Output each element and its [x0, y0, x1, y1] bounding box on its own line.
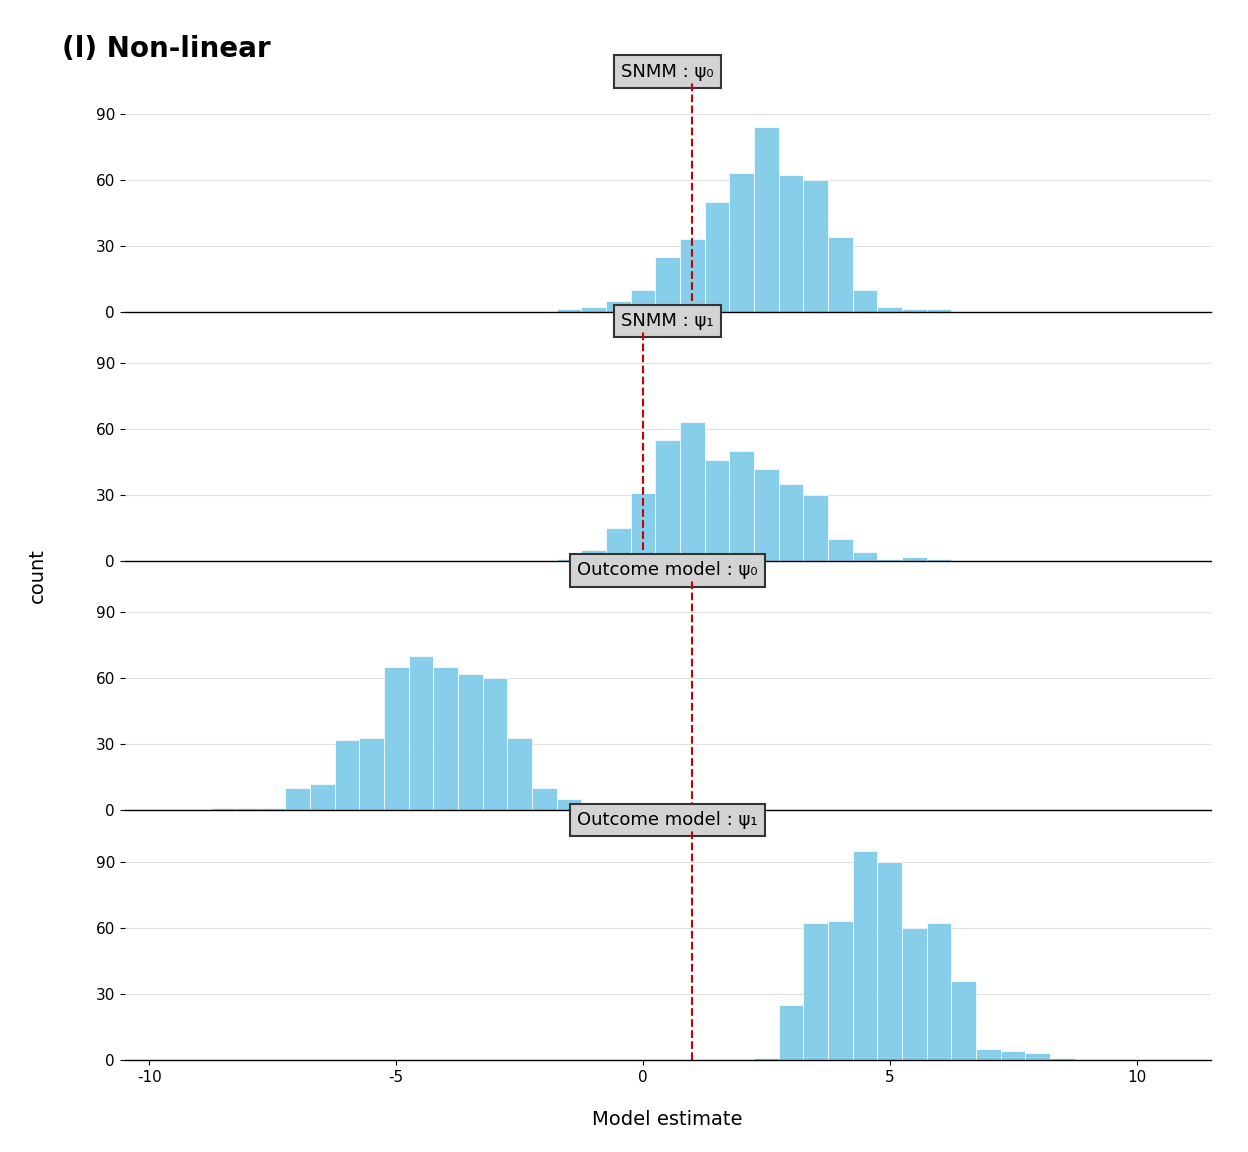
Bar: [557, 310, 582, 311]
Bar: [211, 809, 236, 810]
Bar: [286, 788, 310, 810]
Bar: [334, 740, 359, 810]
Bar: [630, 289, 655, 311]
Text: count: count: [27, 548, 47, 604]
Bar: [582, 550, 607, 561]
Bar: [680, 423, 705, 561]
Bar: [1050, 1058, 1075, 1060]
Bar: [927, 559, 951, 561]
Bar: [408, 657, 433, 810]
Bar: [779, 1005, 804, 1060]
Bar: [1001, 1051, 1026, 1060]
Bar: [359, 737, 384, 810]
Bar: [607, 301, 630, 311]
Bar: [779, 484, 804, 561]
Text: Model estimate: Model estimate: [593, 1111, 743, 1129]
Bar: [582, 308, 607, 311]
Bar: [705, 202, 729, 311]
Title: SNMM : ψ₀: SNMM : ψ₀: [622, 62, 714, 81]
Bar: [1026, 1053, 1050, 1060]
Title: SNMM : ψ₁: SNMM : ψ₁: [622, 312, 714, 331]
Bar: [680, 238, 705, 311]
Bar: [829, 539, 852, 561]
Bar: [433, 667, 458, 810]
Bar: [754, 127, 779, 311]
Bar: [557, 799, 582, 810]
Bar: [902, 927, 927, 1060]
Bar: [582, 809, 607, 810]
Bar: [532, 788, 557, 810]
Bar: [754, 469, 779, 561]
Bar: [236, 809, 261, 810]
Bar: [458, 674, 483, 810]
Title: Outcome model : ψ₀: Outcome model : ψ₀: [578, 561, 758, 579]
Bar: [877, 559, 902, 561]
Bar: [976, 1048, 1001, 1060]
Bar: [804, 180, 829, 311]
Bar: [779, 175, 804, 311]
Bar: [804, 495, 829, 561]
Bar: [877, 862, 902, 1060]
Bar: [507, 737, 532, 810]
Bar: [829, 237, 852, 311]
Title: Outcome model : ψ₁: Outcome model : ψ₁: [578, 811, 758, 829]
Bar: [927, 310, 951, 311]
Bar: [655, 257, 680, 311]
Bar: [384, 667, 408, 810]
Bar: [310, 785, 334, 810]
Bar: [927, 924, 951, 1060]
Bar: [852, 289, 877, 311]
Bar: [804, 924, 829, 1060]
Text: (l) Non-linear: (l) Non-linear: [62, 35, 271, 62]
Bar: [483, 679, 507, 810]
Bar: [705, 460, 729, 561]
Bar: [557, 559, 582, 561]
Bar: [877, 308, 902, 311]
Bar: [852, 851, 877, 1060]
Bar: [729, 173, 754, 311]
Bar: [902, 556, 927, 561]
Bar: [902, 310, 927, 311]
Bar: [951, 980, 976, 1060]
Bar: [829, 922, 852, 1060]
Bar: [261, 809, 286, 810]
Bar: [630, 493, 655, 561]
Bar: [729, 452, 754, 561]
Bar: [655, 440, 680, 561]
Bar: [852, 552, 877, 561]
Bar: [754, 1058, 779, 1060]
Bar: [607, 528, 630, 561]
